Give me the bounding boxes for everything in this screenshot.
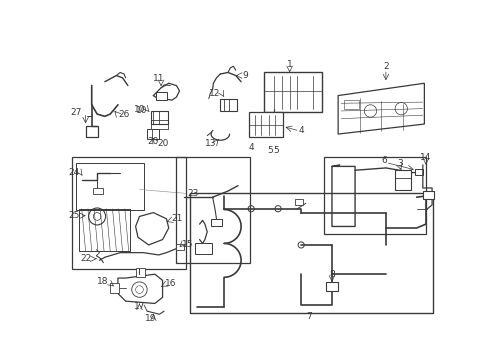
Bar xyxy=(176,244,184,250)
Bar xyxy=(395,170,411,190)
Text: 6: 6 xyxy=(381,156,387,165)
Text: 11: 11 xyxy=(153,74,165,83)
Bar xyxy=(264,72,322,112)
Bar xyxy=(72,157,186,269)
Bar xyxy=(195,243,212,254)
Bar xyxy=(211,219,222,226)
Bar xyxy=(423,191,434,199)
Text: 25: 25 xyxy=(68,211,79,220)
Bar xyxy=(147,130,159,139)
Text: 9: 9 xyxy=(242,71,247,80)
Bar xyxy=(220,99,237,111)
Text: 8: 8 xyxy=(329,270,335,279)
Bar xyxy=(156,93,167,100)
Text: 24: 24 xyxy=(68,168,79,177)
Polygon shape xyxy=(338,83,424,134)
Bar xyxy=(176,157,249,264)
Bar xyxy=(93,188,102,194)
Text: 2: 2 xyxy=(383,62,389,71)
Bar xyxy=(343,100,359,109)
Text: 19: 19 xyxy=(145,314,157,323)
Text: 5: 5 xyxy=(268,147,273,156)
Bar xyxy=(151,120,168,130)
Bar xyxy=(415,169,423,175)
Text: 10: 10 xyxy=(136,106,147,115)
Text: 4: 4 xyxy=(248,143,254,152)
Text: 7: 7 xyxy=(306,312,312,321)
Bar xyxy=(76,163,144,210)
Bar xyxy=(295,199,303,205)
Text: 10: 10 xyxy=(134,105,146,114)
Text: 21: 21 xyxy=(172,214,183,223)
Bar xyxy=(86,126,98,137)
Bar xyxy=(110,283,120,293)
Bar xyxy=(249,112,283,137)
Bar xyxy=(136,268,145,277)
Polygon shape xyxy=(118,274,163,303)
Text: 5: 5 xyxy=(273,147,279,156)
Text: 27: 27 xyxy=(71,108,82,117)
Text: 23: 23 xyxy=(187,189,198,198)
Bar xyxy=(151,111,168,124)
Bar xyxy=(269,117,280,125)
Text: 20: 20 xyxy=(157,139,168,148)
Bar xyxy=(326,282,338,291)
Text: 4: 4 xyxy=(298,126,304,135)
Text: 18: 18 xyxy=(97,278,109,287)
Text: 13: 13 xyxy=(205,139,217,148)
Bar xyxy=(324,157,426,234)
Polygon shape xyxy=(79,209,130,251)
Text: 3: 3 xyxy=(397,159,403,168)
Text: 26: 26 xyxy=(119,110,130,119)
Text: 14: 14 xyxy=(420,153,432,162)
Text: 22: 22 xyxy=(80,254,92,263)
Text: 12: 12 xyxy=(209,89,221,98)
Text: 17: 17 xyxy=(134,302,145,311)
Bar xyxy=(190,193,433,313)
Text: 1: 1 xyxy=(287,60,293,69)
Text: 16: 16 xyxy=(165,279,176,288)
Text: 20: 20 xyxy=(147,137,159,146)
Text: 15: 15 xyxy=(182,240,194,249)
